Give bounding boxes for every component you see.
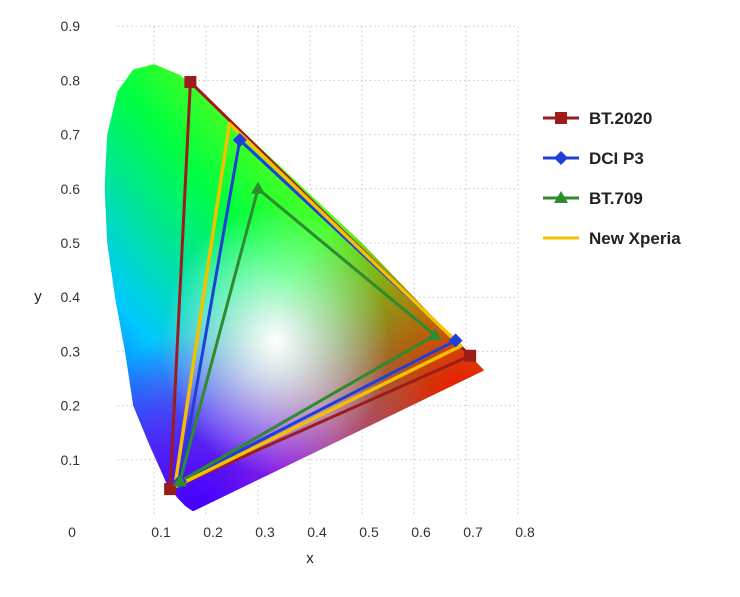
- y-tick-5: 0.6: [61, 181, 81, 197]
- marker-dci-p3-0: [448, 333, 463, 348]
- gamut-dci-p3: [178, 138, 458, 483]
- x-tick-1: 0.1: [151, 524, 171, 540]
- gamut-markers: [164, 76, 477, 496]
- legend-label-bt-2020: BT.2020: [589, 109, 652, 128]
- legend-label-new-xperia: New Xperia: [589, 229, 681, 248]
- legend-item-bt-2020: BT.2020: [543, 109, 652, 128]
- spectral-locus: [104, 64, 485, 512]
- marker-bt-2020-2: [164, 483, 177, 496]
- gamut-bt-709: [178, 187, 437, 483]
- legend-marker-bt-2020: [555, 112, 567, 124]
- y-origin-tick: 0: [68, 524, 76, 540]
- legend-marker-bt-709: [554, 191, 568, 203]
- marker-bt-2020-1: [184, 76, 197, 89]
- x-tick-labels: 0.1 0.2 0.3 0.4 0.5 0.6 0.7 0.8: [151, 524, 535, 540]
- marker-bt-709-2: [173, 474, 187, 487]
- legend-marker-dci-p3: [554, 151, 568, 165]
- gamut-new-xperia: [173, 122, 463, 489]
- y-tick-6: 0.7: [61, 127, 81, 143]
- x-tick-4: 0.4: [307, 524, 327, 540]
- y-tick-4: 0.5: [61, 235, 81, 251]
- marker-bt-709-1: [251, 181, 265, 194]
- x-tick-3: 0.3: [255, 524, 275, 540]
- y-tick-7: 0.8: [61, 72, 81, 88]
- x-tick-7: 0.7: [463, 524, 483, 540]
- y-axis-label: y: [34, 288, 42, 305]
- marker-bt-2020-0: [464, 349, 477, 362]
- legend: BT.2020 DCI P3 BT.709 New Xperia: [543, 109, 681, 248]
- gamut-series: [168, 80, 472, 491]
- y-tick-labels: 0.1 0.2 0.3 0.4 0.5 0.6 0.7 0.8 0.9: [61, 18, 81, 468]
- legend-item-new-xperia: New Xperia: [543, 229, 681, 248]
- legend-item-dci-p3: DCI P3: [543, 149, 644, 168]
- x-tick-5: 0.5: [359, 524, 379, 540]
- legend-label-bt-709: BT.709: [589, 189, 643, 208]
- y-tick-1: 0.2: [61, 398, 81, 414]
- y-tick-3: 0.4: [61, 289, 81, 305]
- locus-white-fill: [104, 64, 485, 512]
- marker-bt-709-0: [427, 328, 442, 341]
- x-tick-2: 0.2: [203, 524, 223, 540]
- y-tick-2: 0.3: [61, 343, 81, 359]
- legend-label-dci-p3: DCI P3: [589, 149, 644, 168]
- legend-item-bt-709: BT.709: [543, 189, 643, 208]
- marker-dci-p3-1: [232, 133, 247, 148]
- y-tick-0: 0.1: [61, 452, 81, 468]
- y-tick-8: 0.9: [61, 18, 81, 34]
- x-axis-label: x: [306, 550, 314, 567]
- x-tick-8: 0.8: [515, 524, 535, 540]
- x-tick-6: 0.6: [411, 524, 431, 540]
